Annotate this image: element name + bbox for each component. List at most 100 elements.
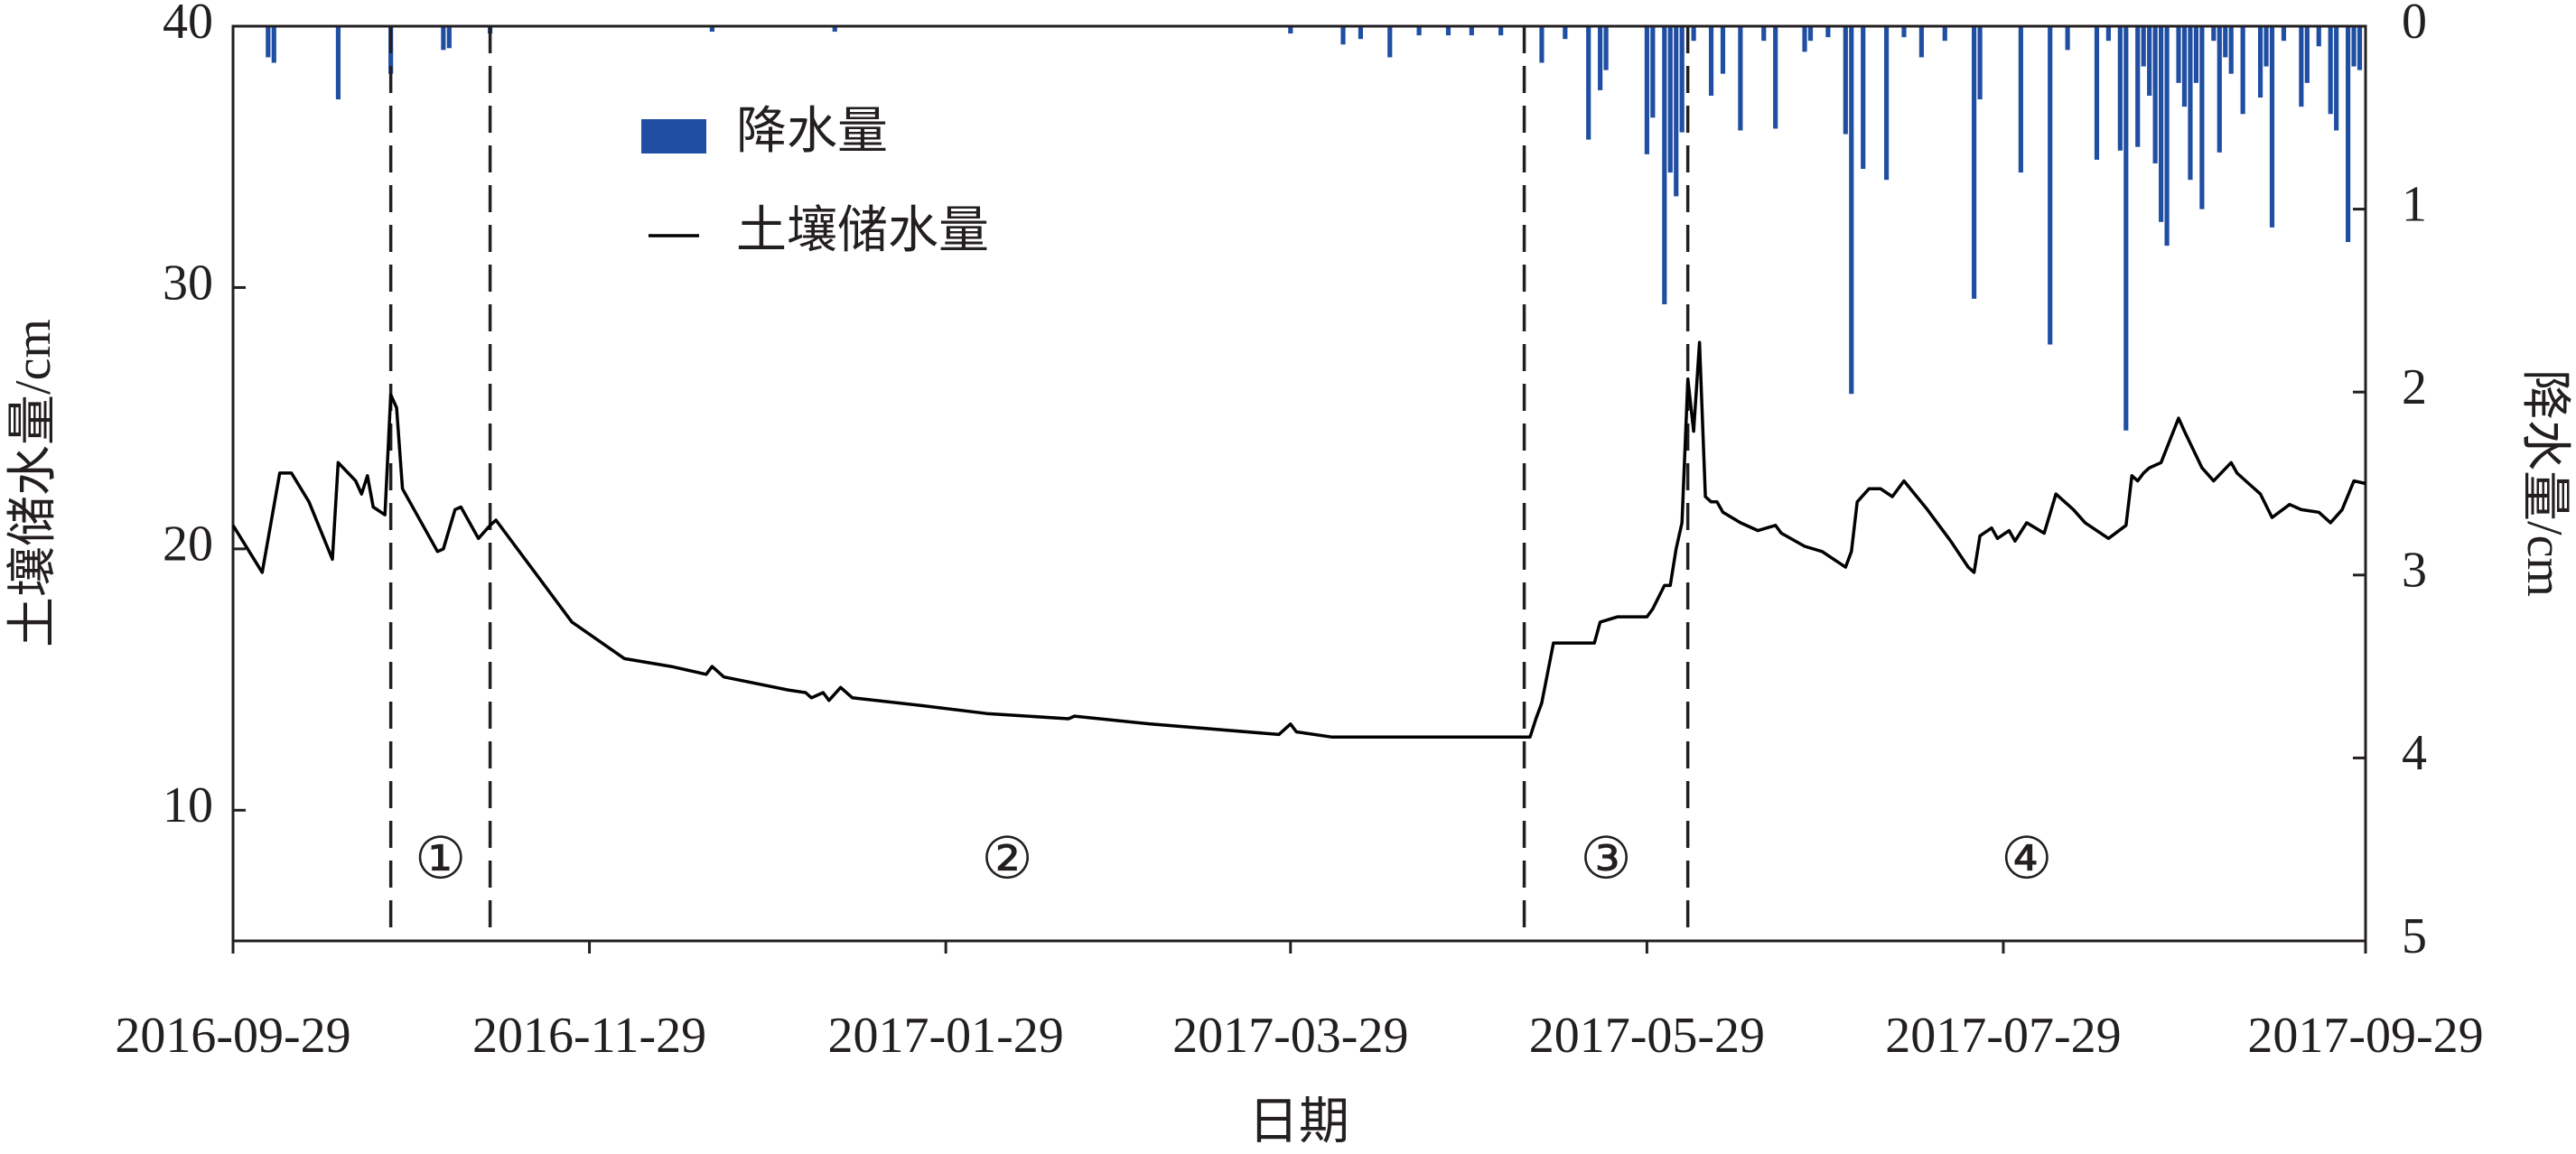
- bar: [2223, 26, 2228, 58]
- bar: [2147, 26, 2152, 96]
- legend-swatch: [641, 119, 706, 154]
- period-label: ②: [981, 827, 1032, 891]
- bar: [1539, 26, 1545, 63]
- bar: [2018, 26, 2023, 173]
- x-tick-label: 2016-09-29: [115, 1008, 350, 1064]
- bar: [1416, 26, 1422, 36]
- y2-tick-label: 1: [2402, 176, 2427, 232]
- bar: [1650, 26, 1656, 118]
- bar: [2346, 26, 2351, 243]
- bar: [1586, 26, 1591, 140]
- bar: [1445, 26, 1451, 36]
- bar: [1977, 26, 1983, 100]
- bar: [1901, 26, 1907, 38]
- bar: [1674, 26, 1679, 197]
- plot-frame: [231, 24, 2367, 943]
- bar: [1708, 26, 1714, 96]
- bar: [1861, 26, 1866, 170]
- bar: [441, 26, 446, 51]
- bar: [1825, 26, 1831, 38]
- period-label: ④: [2001, 827, 2052, 891]
- bar: [1603, 26, 1609, 70]
- bar: [2199, 26, 2205, 209]
- bar: [1883, 26, 1890, 181]
- bar: [1387, 26, 1393, 58]
- bar: [2328, 26, 2333, 115]
- y-tick-label: 40: [163, 0, 213, 50]
- bar: [2135, 26, 2141, 147]
- bar: [2334, 26, 2339, 131]
- bar: [832, 26, 837, 33]
- line: [231, 340, 2366, 739]
- y2-tick-label: 0: [2402, 0, 2427, 50]
- bar: [709, 26, 715, 33]
- bar: [2281, 26, 2287, 42]
- bar: [1498, 26, 1504, 36]
- bar: [2211, 26, 2217, 42]
- bar: [2351, 26, 2357, 67]
- y2-tick-label: 2: [2402, 359, 2427, 415]
- x-tick-label: 2017-03-29: [1172, 1008, 1408, 1064]
- bar: [2217, 26, 2222, 153]
- bar: [2357, 26, 2363, 70]
- x-tick-label: 2017-07-29: [1885, 1008, 2121, 1064]
- bar: [2048, 26, 2053, 345]
- y2-tick-label: 3: [2402, 543, 2427, 599]
- bar: [1972, 26, 1977, 299]
- bar: [1720, 26, 1726, 74]
- legend-label: 降水量: [736, 104, 888, 160]
- bar: [2065, 26, 2070, 51]
- y-tick-label: 30: [163, 255, 213, 311]
- bar: [2094, 26, 2100, 160]
- period-label: ③: [1580, 827, 1631, 891]
- bar: [2263, 26, 2269, 67]
- bar: [1807, 26, 1814, 42]
- bar: [266, 26, 271, 58]
- bar: [2316, 26, 2321, 47]
- x-tick-label: 2017-05-29: [1529, 1008, 1765, 1064]
- bar: [2299, 26, 2304, 107]
- bar: [2257, 26, 2263, 98]
- bar: [2228, 26, 2234, 74]
- bar: [2117, 26, 2123, 151]
- x-axis-title: 日期: [1248, 1094, 1349, 1150]
- x-tick-label: 2017-01-29: [828, 1008, 1064, 1064]
- bar: [1761, 26, 1767, 42]
- bar: [1644, 26, 1649, 154]
- bar: [1802, 26, 1807, 52]
- x-tick-label: 2016-11-29: [472, 1008, 706, 1064]
- bar: [1843, 26, 1848, 135]
- bar: [1738, 26, 1743, 131]
- bar: [2164, 26, 2170, 247]
- bar: [2105, 26, 2111, 42]
- y-axis-title: 土壤储水量/cm: [5, 319, 61, 647]
- bar: [335, 26, 341, 100]
- bar: [1918, 26, 1924, 58]
- bar: [2304, 26, 2310, 83]
- bar: [1691, 26, 1696, 42]
- bar: [2141, 26, 2146, 67]
- bar: [1773, 26, 1778, 129]
- y2-tick-label: 5: [2402, 908, 2427, 964]
- bar: [1598, 26, 1603, 90]
- bar: [2123, 26, 2129, 431]
- bar: [1849, 26, 1854, 395]
- x-tick-label: 2017-09-29: [2247, 1008, 2483, 1064]
- bar: [2176, 26, 2181, 83]
- y-tick-label: 20: [163, 517, 213, 572]
- bar: [1679, 26, 1685, 133]
- bar: [2193, 26, 2199, 83]
- period-label: ①: [415, 827, 466, 891]
- bar: [1662, 26, 1667, 304]
- bar: [2269, 26, 2275, 228]
- bar: [1358, 26, 1364, 40]
- bar: [1942, 26, 1947, 42]
- bar: [271, 26, 276, 63]
- bar: [2152, 26, 2158, 163]
- bar: [1340, 26, 1346, 45]
- y2-axis-title: 降水量/cm: [2516, 369, 2572, 597]
- bar: [1288, 26, 1293, 34]
- y2-tick-label: 4: [2402, 725, 2427, 781]
- bar: [1469, 26, 1474, 36]
